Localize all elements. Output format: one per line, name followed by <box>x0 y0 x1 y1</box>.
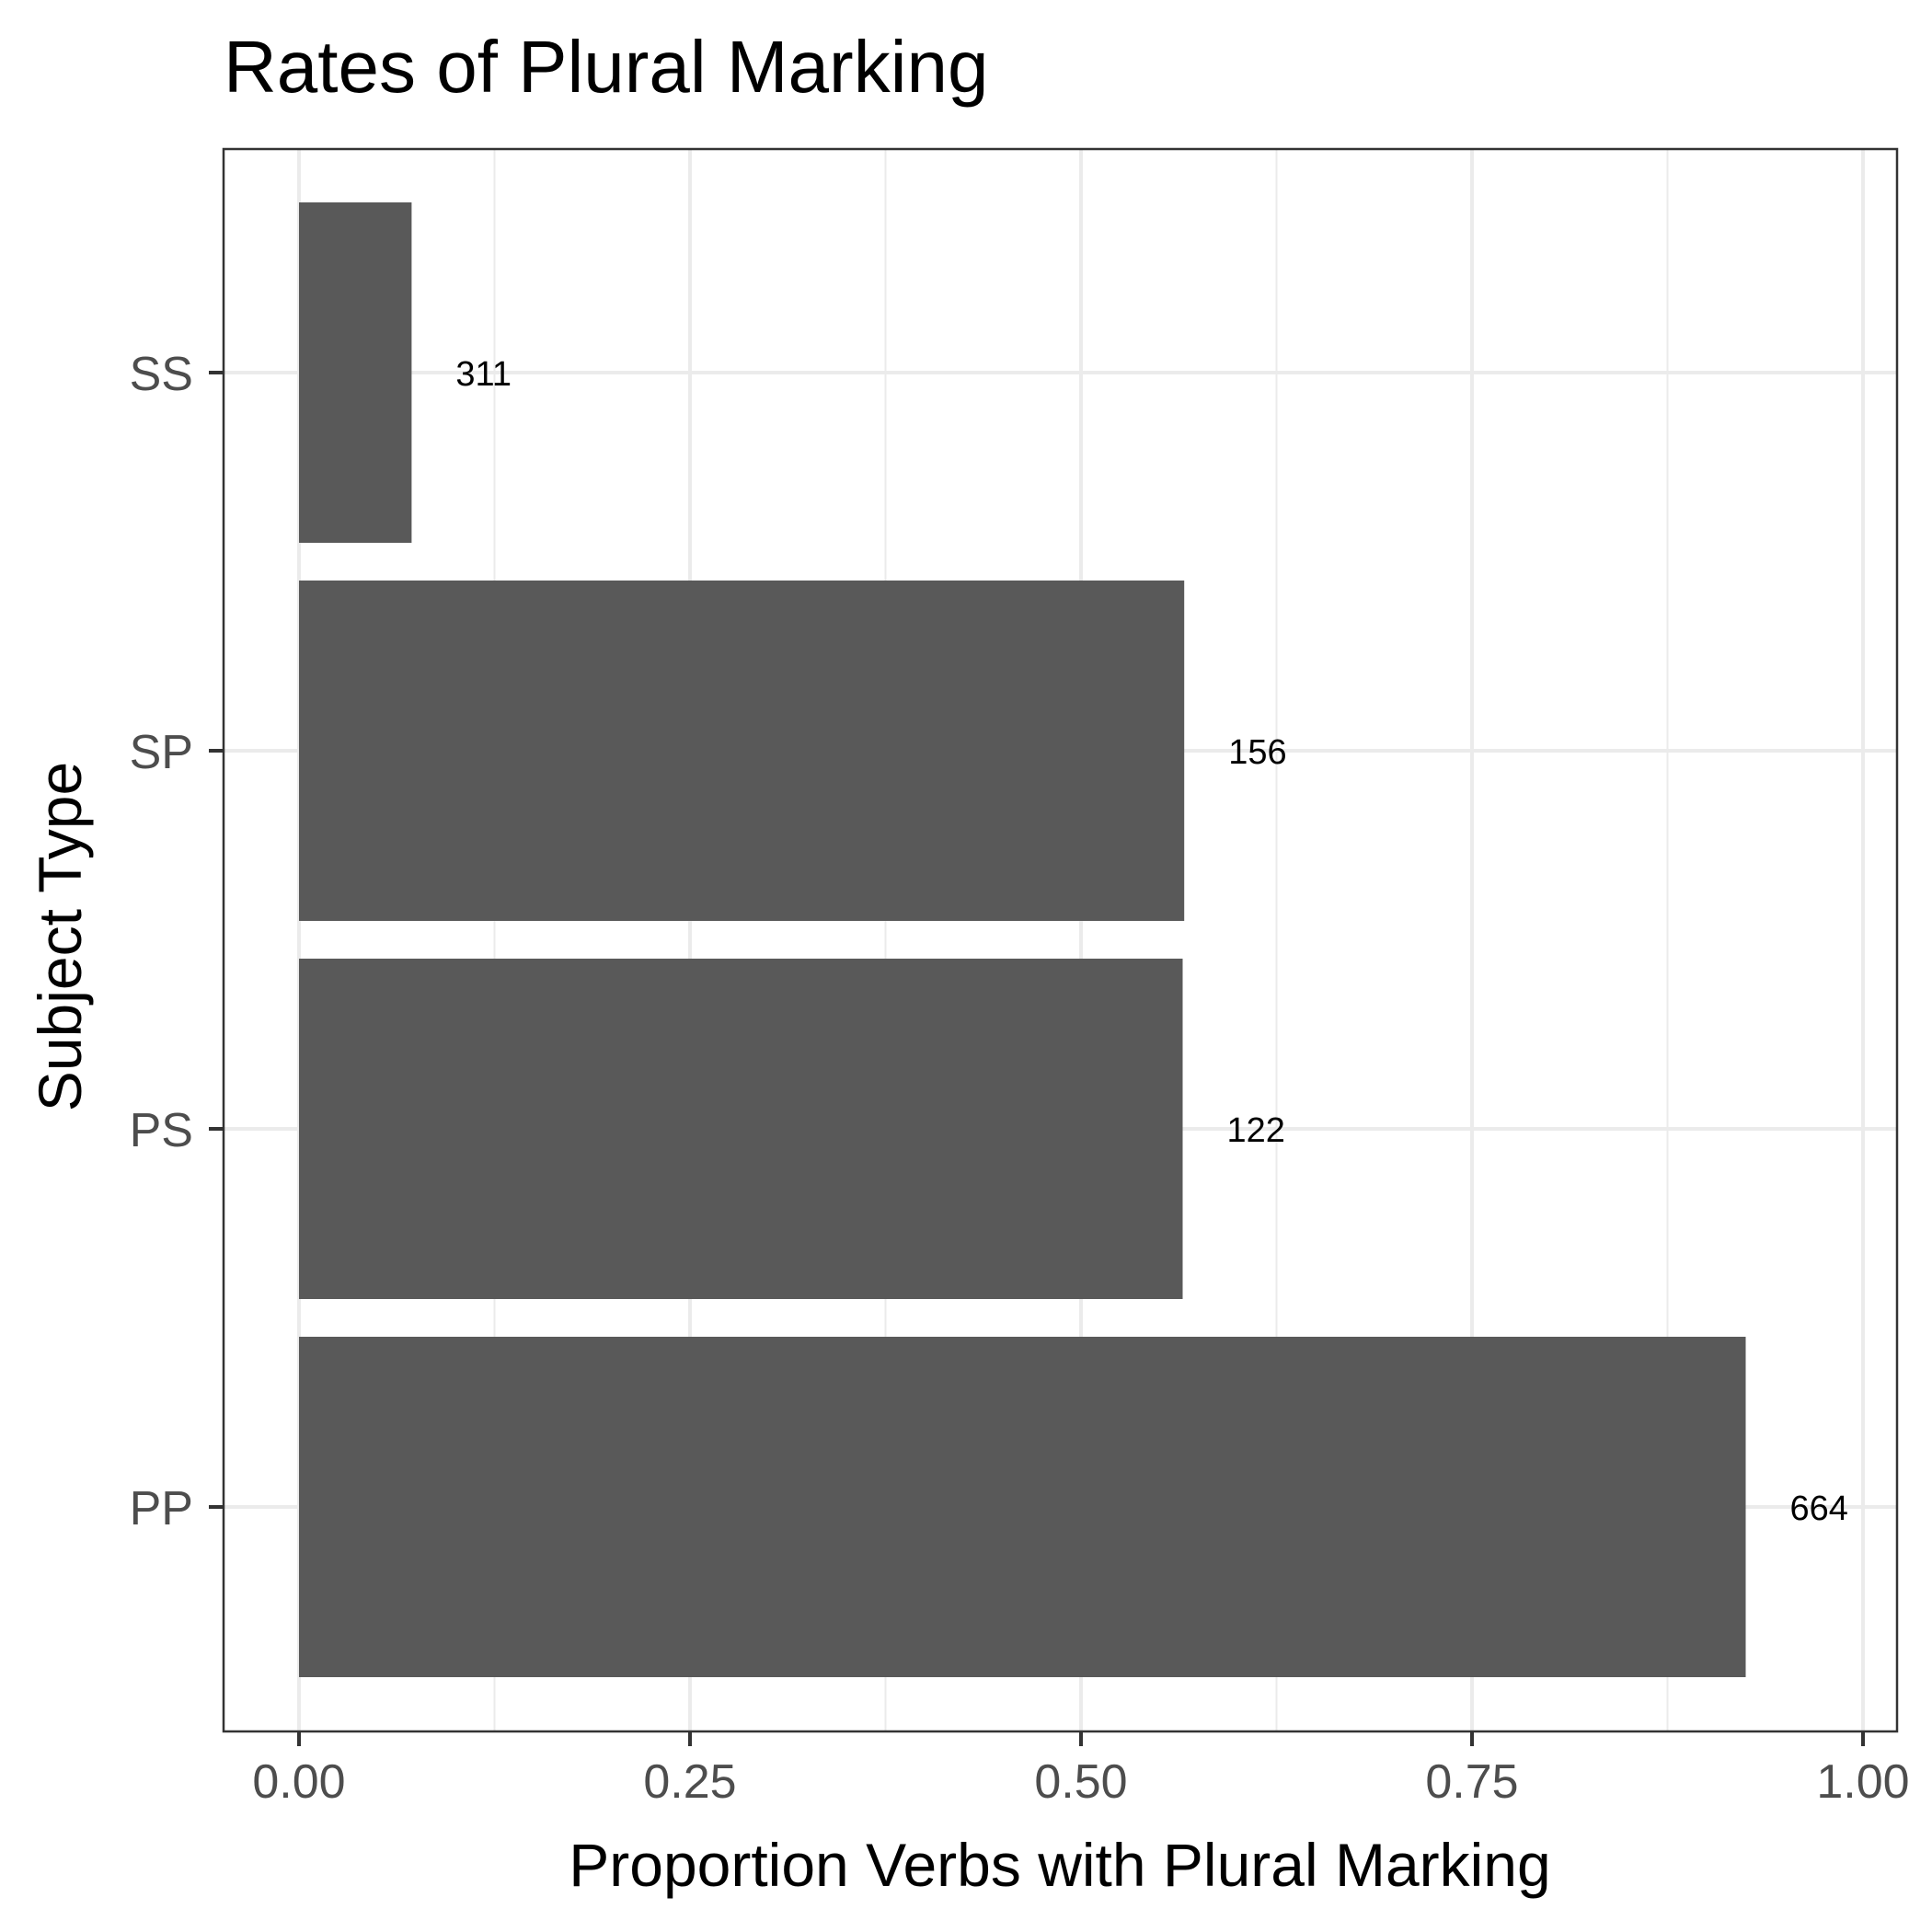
y-tick-label: SS <box>130 348 193 401</box>
data-labels: 311 156 122 664 <box>455 355 1848 1528</box>
bar-sp <box>299 581 1185 921</box>
data-label-pp: 664 <box>1790 1489 1848 1528</box>
bars <box>299 202 1746 1677</box>
panel-border <box>222 147 1899 1733</box>
chart-title: Rates of Plural Marking <box>224 26 988 108</box>
x-axis: 0.00 0.25 0.50 0.75 1.00 <box>252 1731 1910 1809</box>
data-label-ss: 311 <box>455 355 512 394</box>
x-tick-label: 0.25 <box>643 1755 736 1809</box>
x-tick-label: 0.75 <box>1425 1755 1518 1809</box>
y-tick-label: PS <box>130 1104 193 1157</box>
x-tick-label: 0.00 <box>252 1755 345 1809</box>
x-tick-label: 1.00 <box>1816 1755 1909 1809</box>
bar-ss <box>299 202 412 543</box>
data-label-sp: 156 <box>1228 733 1286 772</box>
x-axis-title: Proportion Verbs with Plural Marking <box>569 1831 1550 1899</box>
y-axis: SS SP PS PP <box>130 348 224 1535</box>
bar-ps <box>299 959 1183 1299</box>
y-tick-label: PP <box>130 1482 193 1535</box>
bar-pp <box>299 1337 1746 1677</box>
y-axis-title: Subject Type <box>26 762 94 1111</box>
y-tick-label: SP <box>130 726 193 779</box>
data-label-ps: 122 <box>1227 1111 1285 1150</box>
x-tick-label: 0.50 <box>1034 1755 1127 1809</box>
